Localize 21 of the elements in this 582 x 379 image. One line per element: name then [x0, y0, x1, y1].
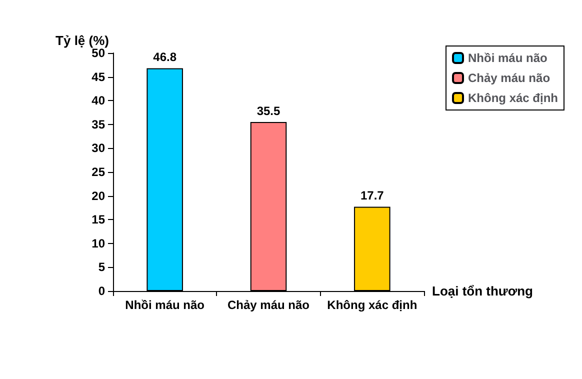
y-tick-label: 15: [92, 212, 106, 227]
y-tick-label: 10: [92, 236, 106, 250]
y-axis-title: Tỷ lệ (%): [56, 33, 109, 48]
y-tick-label: 5: [98, 260, 106, 274]
legend-label: Nhồi máu não: [468, 51, 548, 65]
legend-label: Không xác định: [468, 91, 558, 105]
x-tick-label: Chảy máu não: [227, 298, 310, 312]
y-tick-label: 20: [92, 188, 106, 203]
y-tick-label: 40: [92, 94, 106, 108]
y-tick-label: 30: [92, 141, 106, 156]
x-tick-label: Không xác định: [327, 298, 418, 312]
data-label: 46.8: [153, 50, 177, 64]
x-axis-title: Loại tổn thương: [432, 284, 534, 298]
y-tick-label: 45: [92, 70, 106, 84]
x-tick-label: Nhồi máu não: [125, 298, 205, 312]
data-label: 17.7: [360, 188, 384, 203]
y-tick-label: 0: [98, 284, 106, 298]
y-tick-label: 25: [92, 165, 106, 179]
y-tick-label: 35: [92, 117, 106, 132]
data-label: 35.5: [256, 104, 280, 118]
legend-label: Chảy máu não: [468, 71, 550, 85]
